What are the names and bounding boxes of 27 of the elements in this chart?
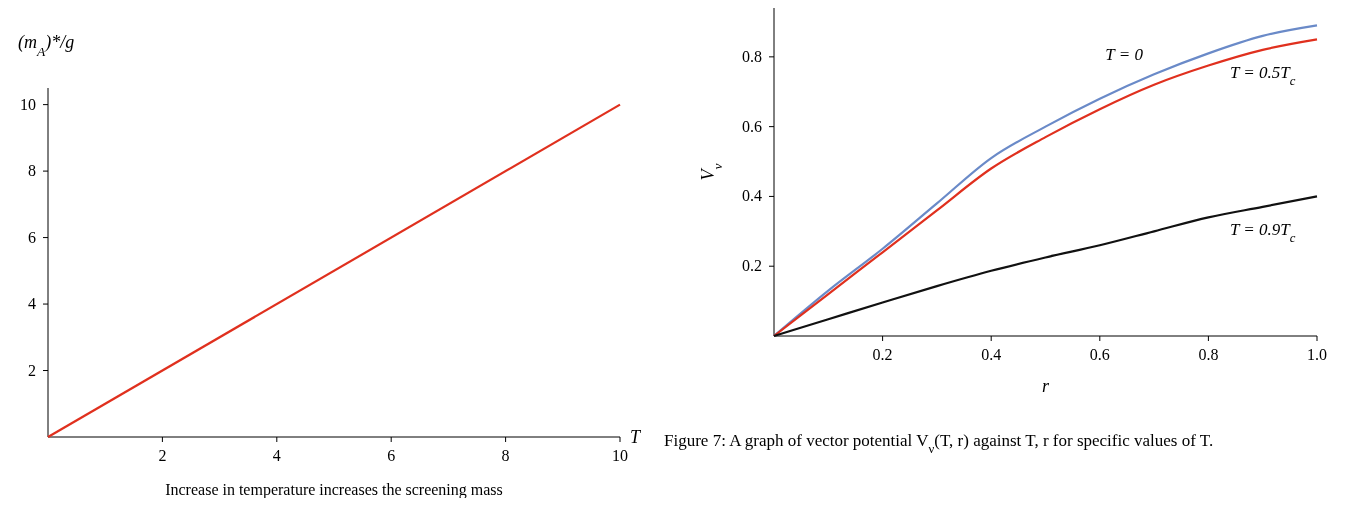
series-label: T = 0 [1105,45,1144,65]
x-tick-label: 1.0 [1307,346,1327,363]
x-tick-label: 0.4 [981,346,1002,363]
y-tick-label: 0.4 [742,187,762,205]
x-tick-label: 8 [501,447,510,464]
x-tick-label: 0.2 [872,346,893,363]
text: Increase in temperature increases the screening mass [165,481,503,499]
x-tick-label: 6 [387,447,396,464]
y-tick-label: 4 [28,295,36,313]
y-tick-label: 0.8 [742,47,762,65]
series-label: T = 0.9T$_{c}$ [1229,219,1296,245]
caption: Figure 7: A graph of vector potential V$_{ν}$(T, r) against T, r for specific values of T. [664,431,1214,456]
y-tick-label: 8 [28,162,36,180]
x-tick-label: 0.6 [1089,346,1110,363]
x-tick-label: 0.8 [1198,346,1219,363]
x-tick-label: 4 [272,447,281,464]
x-axis-title: r [1041,376,1050,396]
y-tick-label: 6 [28,228,36,246]
y-tick-label: 0.6 [742,117,762,135]
x-axis-title: T [630,427,642,447]
y-tick-label: 10 [20,95,36,113]
x-tick-label: 2 [158,447,167,464]
x-tick-label: 10 [612,447,628,464]
series-label: T = 0.5T$_{c}$ [1229,62,1296,88]
y-tick-label: 0.2 [742,257,762,275]
y-axis-title: (m$_{A}$)*/g [18,32,75,59]
y-tick-label: 2 [28,361,36,379]
